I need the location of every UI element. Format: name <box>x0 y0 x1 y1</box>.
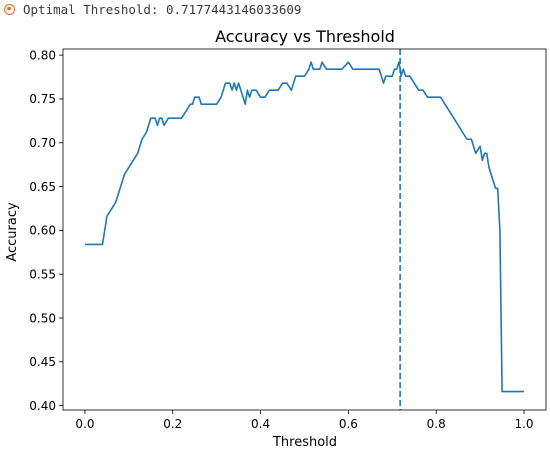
y-tick-label: 0.45 <box>29 355 56 369</box>
y-tick-label: 0.65 <box>29 180 56 194</box>
plot-area <box>84 49 525 410</box>
chart-title: Accuracy vs Threshold <box>215 27 395 46</box>
output-status-icon <box>4 3 15 15</box>
y-tick-label: 0.70 <box>29 136 56 150</box>
y-tick-label: 0.40 <box>29 399 56 413</box>
y-axis-ticks: 0.40 0.45 0.50 0.55 0.60 0.65 0.70 0.75 0.80 <box>29 48 63 413</box>
x-tick-label: 0.6 <box>339 417 358 431</box>
x-axis-ticks: 0.0 0.2 0.4 0.6 0.8 1.0 <box>75 410 534 431</box>
y-tick-label: 0.80 <box>29 48 56 62</box>
x-tick-label: 1.0 <box>514 417 533 431</box>
y-tick-label: 0.55 <box>29 267 56 281</box>
x-tick-label: 0.8 <box>427 417 446 431</box>
x-tick-label: 0.2 <box>163 417 182 431</box>
plot-frame <box>62 48 547 411</box>
output-text: Optimal Threshold: 0.7177443146033609 <box>23 1 302 17</box>
x-axis-label: Threshold <box>272 435 337 450</box>
x-tick-label: 0.4 <box>251 417 270 431</box>
y-axis-label: Accuracy <box>5 202 20 262</box>
y-tick-label: 0.50 <box>29 311 56 325</box>
y-tick-label: 0.60 <box>29 224 56 238</box>
output-line: Optimal Threshold: 0.7177443146033609 <box>0 0 301 18</box>
y-tick-label: 0.75 <box>29 92 56 106</box>
accuracy-line <box>84 61 525 393</box>
x-tick-label: 0.0 <box>75 417 94 431</box>
